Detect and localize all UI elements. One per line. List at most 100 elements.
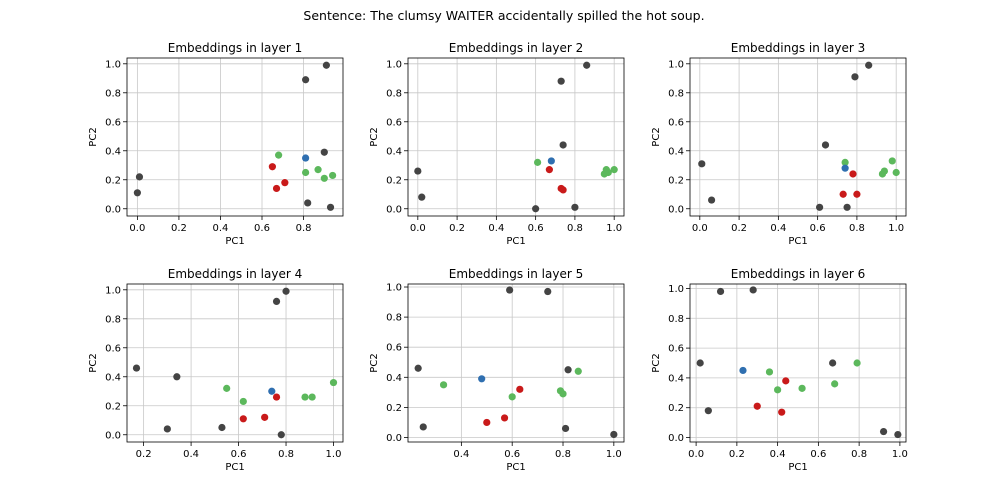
- x-tick-label: 0.4: [770, 223, 786, 234]
- scatter-point-green: [774, 386, 782, 394]
- scatter-point-green: [302, 168, 310, 177]
- scatter-point-gray: [704, 407, 712, 415]
- subplot-grid: 0.0 0.2 0.4 0.6 0.8 0.0 0.2 0.4 0.6 0.8 1.0 Embeddi…: [88, 41, 908, 473]
- scatter-point-green: [574, 367, 582, 375]
- y-tick-label: 1.0: [668, 59, 684, 70]
- y-axis-label: PC2: [88, 353, 99, 372]
- y-tick-label: 1.0: [668, 284, 684, 295]
- x-tick-label: 1.0: [606, 449, 622, 460]
- subplot-layer-1: 0.0 0.2 0.4 0.6 0.8 0.0 0.2 0.4 0.6 0.8 1.0 Embeddi…: [88, 41, 344, 247]
- x-tick-label: 0.8: [567, 223, 583, 234]
- scatter-point-green: [439, 381, 448, 389]
- scatter-point-gray: [561, 424, 570, 433]
- y-tick-label: 0.2: [668, 175, 684, 186]
- scatter-point-gray: [506, 286, 514, 294]
- y-tick-label: 0.0: [668, 204, 684, 215]
- x-tick-label: 0.8: [849, 223, 865, 234]
- scatter-point-gray: [708, 196, 716, 204]
- subplot-title: Embeddings in layer 3: [731, 41, 865, 55]
- scatter-point-gray: [419, 423, 427, 431]
- y-tick-label: 1.0: [386, 59, 402, 70]
- scatter-point-gray: [894, 430, 902, 439]
- y-tick-label: 0.4: [105, 372, 121, 383]
- axes-frame: [689, 57, 907, 217]
- subplot-title: Embeddings in layer 5: [449, 267, 583, 281]
- scatter-point-red: [239, 415, 247, 423]
- y-tick-label: 0.0: [105, 430, 121, 441]
- y-tick-label: 0.2: [386, 175, 402, 186]
- scatter-point-gray: [218, 423, 226, 432]
- x-tick-label: 0.8: [555, 449, 571, 460]
- x-tick-label: 0.0: [688, 449, 704, 460]
- scatter-point-gray: [326, 203, 335, 211]
- plot-area: [690, 284, 906, 442]
- scatter-point-green: [831, 380, 839, 388]
- scatter-point-gray: [132, 364, 141, 372]
- scatter-point-red: [268, 163, 276, 171]
- scatter-point-green: [610, 166, 618, 174]
- x-tick-label: 0.6: [810, 223, 826, 234]
- x-tick-label: 0.2: [136, 449, 152, 460]
- figure-suptitle: Sentence: The clumsy WAITER accidentally…: [303, 8, 704, 23]
- y-tick-label: 1.0: [105, 59, 121, 70]
- x-tick-label: 0.4: [213, 223, 229, 234]
- x-tick-label: 0.2: [731, 223, 747, 234]
- x-axis-label: PC1: [225, 236, 244, 247]
- y-axis-label: PC2: [88, 127, 99, 146]
- x-tick-label: 0.6: [254, 223, 270, 234]
- scatter-point-green: [765, 368, 774, 376]
- y-tick-label: 0.8: [668, 314, 684, 325]
- x-tick-label: 0.8: [278, 449, 294, 460]
- scatter-point-green: [301, 393, 309, 401]
- scatter-point-gray: [821, 141, 830, 149]
- scatter-point-gray: [571, 203, 579, 211]
- axes-frame: [126, 57, 344, 217]
- scatter-point-gray: [559, 141, 567, 149]
- x-tick-label: 0.0: [410, 223, 426, 234]
- scatter-point-green: [314, 166, 322, 174]
- y-tick-label: 1.0: [105, 285, 121, 296]
- scatter-point-blue: [268, 387, 276, 395]
- scatter-point-gray: [698, 160, 706, 168]
- y-axis-label: PC2: [369, 127, 380, 146]
- scatter-point-green: [798, 384, 806, 392]
- x-axis-label: PC1: [225, 462, 244, 473]
- scatter-point-gray: [320, 148, 328, 156]
- scatter-point-gray: [749, 286, 757, 294]
- scatter-point-green: [223, 384, 231, 392]
- scatter-point-blue: [841, 164, 849, 172]
- scatter-point-gray: [272, 297, 281, 305]
- scatter-point-red: [272, 184, 281, 193]
- y-tick-label: 0.6: [105, 117, 121, 128]
- x-tick-label: 0.6: [504, 449, 520, 460]
- scatter-point-red: [281, 179, 289, 187]
- scatter-point-blue: [739, 366, 747, 375]
- y-tick-label: 0.6: [386, 343, 402, 354]
- scatter-point-green: [329, 171, 337, 180]
- y-tick-label: 0.8: [105, 88, 121, 99]
- scatter-point-green: [853, 359, 861, 367]
- scatter-point-red: [500, 414, 509, 422]
- y-tick-label: 0.4: [386, 373, 402, 384]
- y-tick-label: 1.0: [386, 283, 402, 294]
- scatter-point-red: [839, 190, 847, 198]
- scatter-point-gray: [322, 61, 330, 69]
- y-tick-label: 0.4: [668, 373, 684, 384]
- scatter-point-gray: [851, 73, 859, 81]
- y-axis-label: PC2: [369, 353, 380, 372]
- x-tick-label: 1.0: [892, 449, 908, 460]
- scatter-point-green: [841, 158, 849, 166]
- x-tick-label: 0.2: [729, 449, 745, 460]
- x-tick-label: 0.0: [129, 223, 145, 234]
- y-tick-label: 0.8: [105, 314, 121, 325]
- scatter-point-red: [516, 385, 524, 393]
- scatter-point-gray: [302, 76, 310, 84]
- scatter-point-gray: [829, 359, 837, 367]
- subplot-layer-5: 0.4 0.6 0.8 1.0 0.0 0.2 0.4 0.6 0.8 1.0 Embeddings…: [369, 267, 625, 473]
- x-tick-label: 1.0: [326, 449, 342, 460]
- y-tick-label: 0.4: [668, 146, 684, 157]
- y-tick-label: 0.6: [386, 117, 402, 128]
- y-axis-label: PC2: [651, 127, 662, 146]
- scatter-point-gray: [304, 199, 312, 207]
